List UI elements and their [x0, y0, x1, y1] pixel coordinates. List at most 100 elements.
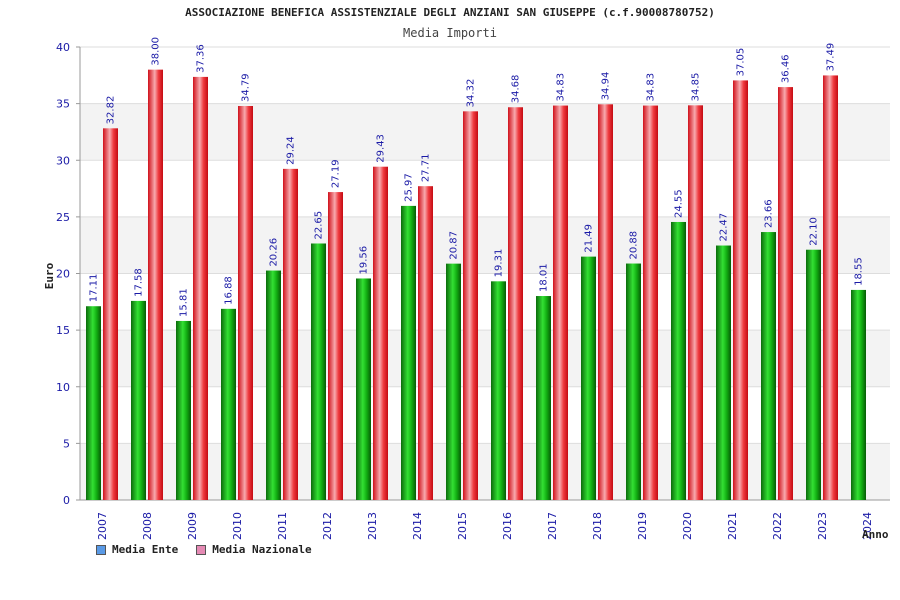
- data-label-media-nazionale-2012: 27.19: [331, 159, 342, 188]
- bar-media-nazionale-2021: [733, 80, 748, 500]
- data-label-media-nazionale-2019: 34.83: [646, 73, 657, 102]
- x-tick-label: 2009: [186, 512, 199, 540]
- x-tick-label: 2012: [321, 512, 334, 540]
- bar-media-ente-2012: [311, 243, 326, 500]
- x-axis-label: Anno: [862, 528, 889, 541]
- x-tick-label: 2018: [591, 512, 604, 540]
- data-label-media-ente-2013: 19.56: [359, 246, 370, 275]
- y-tick-label: 30: [56, 154, 70, 167]
- data-label-media-nazionale-2016: 34.68: [511, 75, 522, 104]
- data-label-media-nazionale-2011: 29.24: [286, 136, 297, 165]
- bar-media-ente-2024: [851, 289, 866, 500]
- bar-media-nazionale-2015: [463, 111, 478, 501]
- bar-media-nazionale-2013: [373, 166, 388, 500]
- y-tick-label: 10: [56, 381, 70, 394]
- legend-swatch-media-ente: [96, 544, 106, 555]
- legend: Media Ente Media Nazionale: [96, 543, 312, 556]
- x-tick-label: 2010: [231, 512, 244, 540]
- data-label-media-ente-2019: 20.88: [629, 231, 640, 260]
- x-tick-label: 2011: [276, 512, 289, 540]
- data-label-media-nazionale-2008: 38.00: [151, 37, 162, 66]
- data-label-media-ente-2021: 22.47: [719, 213, 730, 242]
- chart-title: ASSOCIAZIONE BENEFICA ASSISTENZIALE DEGL…: [185, 6, 715, 19]
- bar-media-ente-2008: [131, 300, 146, 500]
- data-label-media-nazionale-2009: 37.36: [196, 44, 207, 73]
- data-label-media-ente-2012: 22.65: [314, 211, 325, 240]
- bar-media-nazionale-2019: [643, 105, 658, 501]
- data-label-media-ente-2016: 19.31: [494, 249, 505, 278]
- data-label-media-ente-2009: 15.81: [179, 288, 190, 317]
- bar-media-nazionale-2010: [238, 106, 253, 501]
- bar-media-ente-2010: [221, 308, 236, 500]
- data-label-media-ente-2020: 24.55: [674, 189, 685, 218]
- data-label-media-ente-2018: 21.49: [584, 224, 595, 253]
- x-tick-label: 2022: [771, 512, 784, 540]
- legend-label-media-ente: Media Ente: [112, 543, 179, 556]
- x-tick-label: 2019: [636, 512, 649, 540]
- data-label-media-ente-2015: 20.87: [449, 231, 460, 260]
- bar-media-ente-2018: [581, 256, 596, 500]
- bar-media-ente-2013: [356, 278, 371, 500]
- x-tick-label: 2007: [96, 512, 109, 540]
- bar-media-ente-2023: [806, 249, 821, 500]
- bar-media-nazionale-2012: [328, 192, 343, 501]
- grid-band: [80, 443, 890, 500]
- legend-swatch-media-nazionale: [196, 544, 207, 555]
- bar-media-nazionale-2023: [823, 75, 838, 500]
- data-label-media-nazionale-2023: 37.49: [826, 43, 837, 72]
- y-tick-label: 20: [56, 268, 70, 281]
- data-label-media-nazionale-2018: 34.94: [601, 72, 612, 101]
- bar-media-ente-2007: [86, 306, 101, 500]
- data-label-media-nazionale-2020: 34.85: [691, 73, 702, 102]
- data-label-media-nazionale-2021: 37.05: [736, 48, 747, 77]
- x-tick-label: 2024: [861, 512, 874, 540]
- x-tick-label: 2008: [141, 512, 154, 540]
- data-label-media-ente-2017: 18.01: [539, 263, 550, 292]
- data-label-media-nazionale-2015: 34.32: [466, 79, 477, 108]
- bar-media-ente-2011: [266, 270, 281, 500]
- y-tick-label: 35: [56, 98, 70, 111]
- bar-media-nazionale-2020: [688, 105, 703, 500]
- data-label-media-ente-2011: 20.26: [269, 238, 280, 267]
- x-tick-label: 2023: [816, 512, 829, 540]
- legend-item-media-nazionale: Media Nazionale: [196, 543, 312, 556]
- grid-band: [80, 330, 890, 387]
- data-label-media-ente-2022: 23.66: [764, 199, 775, 228]
- bar-media-nazionale-2007: [103, 128, 118, 500]
- data-label-media-nazionale-2014: 27.71: [421, 154, 432, 183]
- data-label-media-nazionale-2010: 34.79: [241, 73, 252, 102]
- data-label-media-nazionale-2013: 29.43: [376, 134, 387, 163]
- x-tick-label: 2017: [546, 512, 559, 540]
- bar-media-ente-2009: [176, 320, 191, 500]
- grid-band: [80, 273, 890, 331]
- grid-band: [80, 103, 890, 161]
- x-tick-label: 2013: [366, 512, 379, 540]
- y-tick-label: 0: [63, 494, 70, 507]
- x-tick-label: 2014: [411, 512, 424, 540]
- bar-media-ente-2021: [716, 245, 731, 500]
- data-label-media-nazionale-2017: 34.83: [556, 73, 567, 102]
- data-label-media-nazionale-2007: 32.82: [106, 96, 117, 125]
- y-tick-label: 5: [63, 437, 70, 450]
- bar-media-ente-2019: [626, 263, 641, 500]
- bar-media-ente-2015: [446, 263, 461, 500]
- y-tick-label: 25: [56, 211, 70, 224]
- y-tick-label: 40: [56, 41, 70, 54]
- bar-media-nazionale-2014: [418, 186, 433, 500]
- x-tick-label: 2015: [456, 512, 469, 540]
- grid-band: [80, 47, 890, 104]
- bar-media-nazionale-2009: [193, 76, 208, 500]
- bar-media-nazionale-2022: [778, 87, 793, 500]
- bar-media-ente-2020: [671, 221, 686, 500]
- bar-media-nazionale-2011: [283, 168, 298, 500]
- y-tick-label: 15: [56, 324, 70, 337]
- data-label-media-ente-2024: 18.55: [854, 257, 865, 286]
- grid-band: [80, 386, 890, 444]
- x-tick-label: 2020: [681, 512, 694, 540]
- bar-media-ente-2022: [761, 232, 776, 500]
- chart-subtitle: Media Importi: [403, 26, 497, 40]
- bar-media-ente-2014: [401, 205, 416, 500]
- bar-media-nazionale-2016: [508, 107, 523, 501]
- bar-media-nazionale-2018: [598, 104, 613, 500]
